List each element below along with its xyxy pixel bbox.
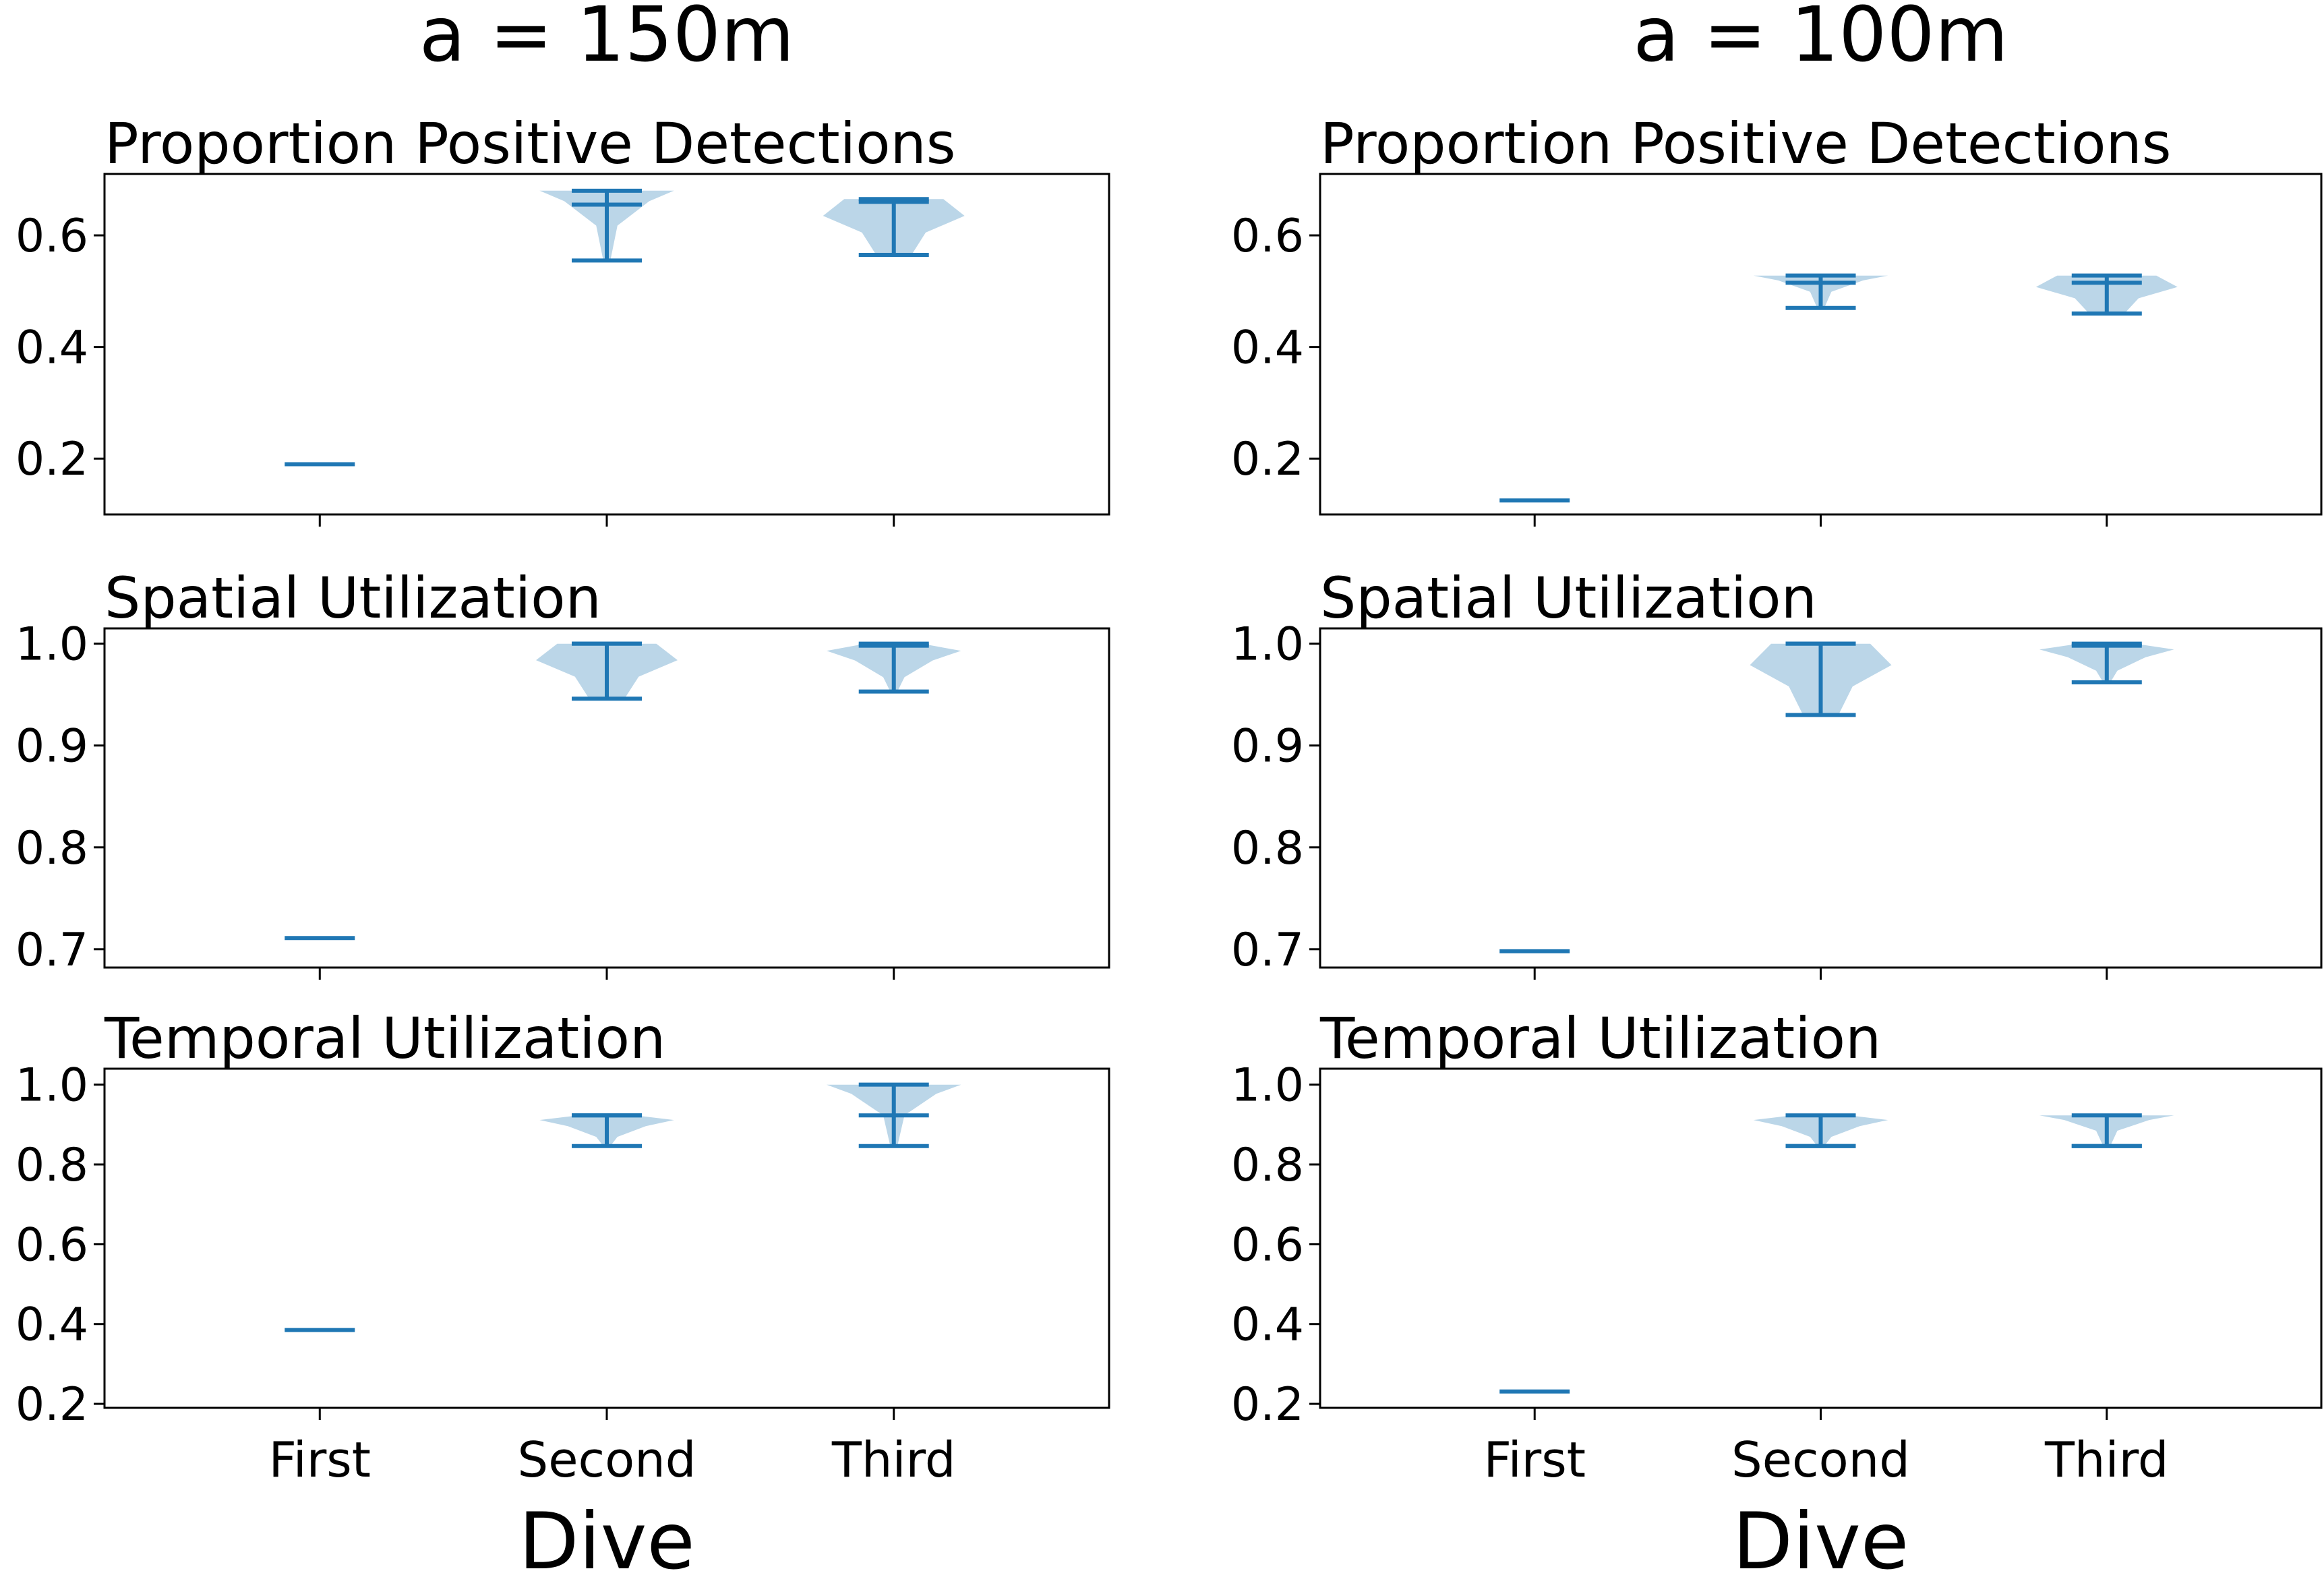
panel-title: Spatial Utilization — [105, 565, 601, 631]
column-title: a = 100m — [1633, 0, 2008, 79]
y-tick-label: 0.9 — [1231, 720, 1304, 773]
y-tick-label: 0.6 — [1231, 210, 1304, 263]
violin-third — [2035, 273, 2178, 316]
y-tick-label: 0.7 — [16, 924, 88, 977]
axes-frame — [1319, 627, 2323, 969]
axes-frame — [1319, 173, 2323, 516]
y-tick-label: 0.2 — [16, 1378, 88, 1431]
violin-third — [2039, 641, 2174, 685]
panel-title: Temporal Utilization — [1319, 1005, 1881, 1071]
x-tick-label: Second — [518, 1431, 696, 1488]
panel-title: Proportion Positive Detections — [1320, 111, 2171, 177]
x-axis-label: Dive — [1733, 1496, 1909, 1571]
panel-title: Temporal Utilization — [104, 1005, 665, 1071]
x-tick-label: First — [1483, 1431, 1586, 1488]
violin-second — [1750, 641, 1892, 717]
y-tick-label: 0.8 — [1231, 1139, 1304, 1192]
x-tick-label: Third — [831, 1431, 956, 1488]
panel-title: Proportion Positive Detections — [105, 111, 955, 177]
violin-second — [536, 641, 678, 701]
x-tick-label: Third — [2044, 1431, 2169, 1488]
x-tick-label: Second — [1731, 1431, 1910, 1488]
y-tick-label: 0.2 — [1231, 1378, 1304, 1431]
y-tick-label: 0.9 — [16, 720, 88, 773]
panel-4: a = 100m Proportion Positive Detections 0.… — [1231, 0, 2323, 527]
violin-second — [539, 188, 674, 263]
x-axis-label: Dive — [518, 1496, 695, 1571]
panel-6: Temporal Utilization 0.2 0.4 0.6 0.8 1.0 First… — [1231, 1005, 2323, 1571]
y-tick-label: 0.2 — [1231, 433, 1304, 486]
y-tick-label: 0.2 — [16, 433, 88, 486]
violin-third — [827, 641, 961, 694]
axes-frame — [103, 627, 1110, 969]
panel-3: Temporal Utilization 0.2 0.4 0.6 0.8 1.0 First… — [16, 1005, 1110, 1571]
panel-5: Spatial Utilization 0.7 0.8 0.9 1.0 — [1231, 565, 2323, 980]
violin-third — [827, 1082, 961, 1148]
y-tick-label: 0.6 — [16, 210, 88, 263]
column-title: a = 150m — [419, 0, 795, 79]
y-tick-label: 0.6 — [16, 1218, 88, 1272]
y-tick-label: 1.0 — [1231, 1059, 1304, 1113]
violin-third — [823, 197, 965, 258]
y-tick-label: 0.4 — [16, 322, 88, 375]
y-tick-label: 1.0 — [16, 618, 88, 672]
y-tick-label: 0.8 — [16, 822, 88, 875]
x-tick-label: First — [269, 1431, 371, 1488]
y-tick-label: 0.4 — [16, 1299, 88, 1352]
axes-frame — [103, 173, 1110, 516]
y-tick-label: 0.4 — [1231, 322, 1304, 375]
violin-second — [539, 1113, 674, 1148]
violin-third — [2039, 1113, 2174, 1148]
y-tick-label: 0.4 — [1231, 1299, 1304, 1352]
y-tick-label: 0.8 — [16, 1139, 88, 1192]
axes-frame — [1319, 1067, 2323, 1409]
violin-second — [1753, 273, 1888, 310]
panel-title: Spatial Utilization — [1320, 565, 1817, 631]
axes-frame — [103, 1067, 1110, 1409]
panel-2: Spatial Utilization 0.7 0.8 0.9 1.0 — [16, 565, 1110, 980]
y-tick-label: 1.0 — [16, 1059, 88, 1113]
y-tick-label: 1.0 — [1231, 618, 1304, 672]
violin-second — [1753, 1113, 1888, 1148]
panel-1: a = 150m Proportion Positive Detections 0.… — [16, 0, 1110, 527]
y-tick-label: 0.8 — [1231, 822, 1304, 875]
y-tick-label: 0.6 — [1231, 1218, 1304, 1272]
y-tick-label: 0.7 — [1231, 924, 1304, 977]
